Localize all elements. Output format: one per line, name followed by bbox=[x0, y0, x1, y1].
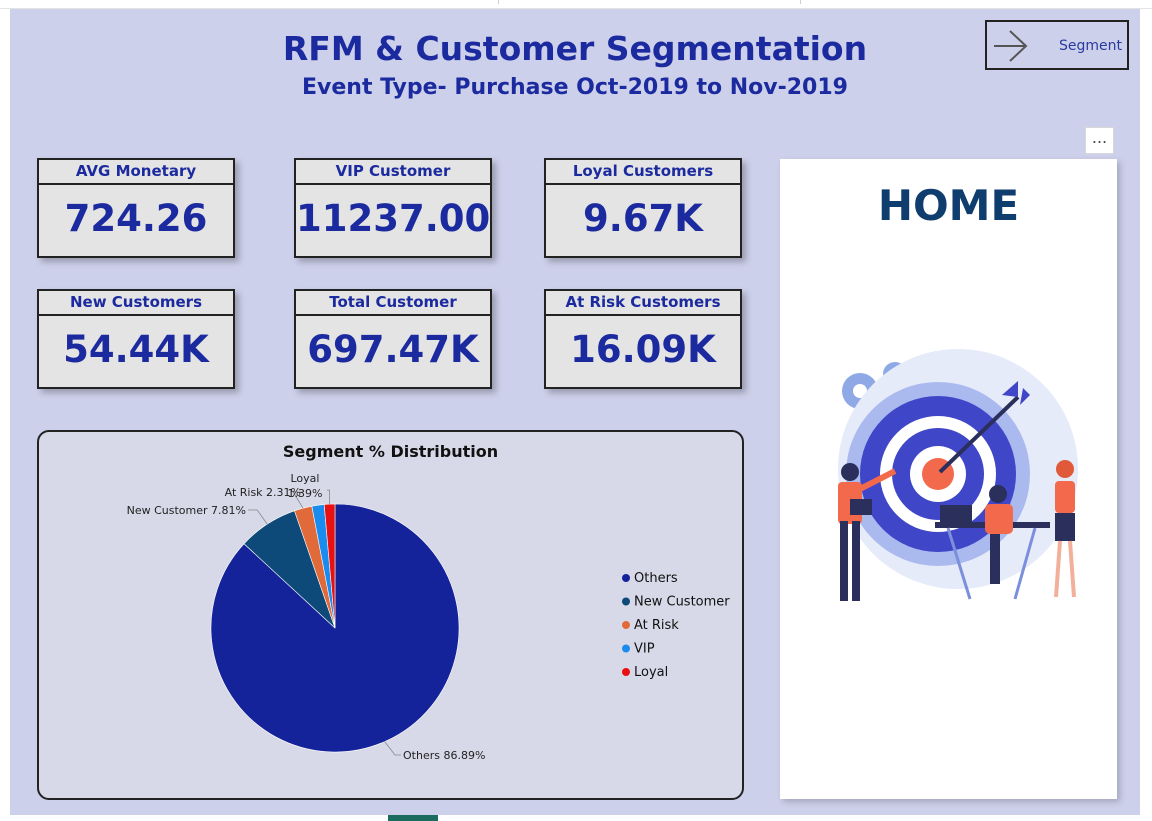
more-options-button[interactable]: ... bbox=[1085, 127, 1114, 154]
arrow-icon bbox=[938, 381, 1030, 474]
segment-nav-button[interactable]: Segment bbox=[985, 20, 1129, 70]
data-label: Loyal bbox=[291, 472, 320, 485]
page-title: RFM & Customer Segmentation bbox=[282, 29, 868, 68]
chart-title: Segment % Distribution bbox=[282, 442, 499, 461]
segment-pie-chart: Segment % Distribution Others 86.89% New … bbox=[37, 430, 744, 800]
legend-item[interactable]: At Risk bbox=[634, 618, 679, 633]
legend-marker bbox=[622, 597, 630, 606]
legend-marker bbox=[622, 621, 630, 629]
kpi-card-at-risk-customers: At Risk Customers 16.09K bbox=[544, 289, 742, 389]
bottom-tab-indicator bbox=[388, 815, 438, 821]
data-label: At Risk 2.31% bbox=[225, 486, 301, 499]
kpi-label: Loyal Customers bbox=[546, 160, 740, 185]
leader-line bbox=[384, 741, 401, 756]
leader-line bbox=[292, 491, 304, 509]
kpi-label: At Risk Customers bbox=[546, 291, 740, 316]
legend-item[interactable]: Others bbox=[634, 571, 678, 586]
kpi-value: 697.47K bbox=[307, 328, 479, 371]
kpi-label: VIP Customer bbox=[296, 160, 490, 185]
kpi-value: 16.09K bbox=[570, 328, 716, 371]
home-panel: HOME bbox=[780, 159, 1117, 799]
data-label: New Customer 7.81% bbox=[127, 504, 246, 517]
kpi-value: 54.44K bbox=[63, 328, 209, 371]
leader-line bbox=[327, 489, 330, 505]
kpi-card-avg-monetary: AVG Monetary 724.26 bbox=[37, 158, 235, 258]
kpi-label: Total Customer bbox=[296, 291, 490, 316]
person-left-icon bbox=[838, 463, 897, 601]
legend-item[interactable]: New Customer bbox=[634, 595, 730, 610]
top-bar bbox=[0, 0, 1152, 9]
top-bar-tick bbox=[800, 0, 801, 4]
kpi-card-total-customer: Total Customer 697.47K bbox=[294, 289, 492, 389]
kpi-value: 724.26 bbox=[64, 197, 208, 240]
kpi-label: New Customers bbox=[39, 291, 233, 316]
page-subtitle: Event Type- Purchase Oct-2019 to Nov-201… bbox=[302, 75, 848, 100]
top-bar-tick bbox=[498, 0, 499, 4]
data-label: 1.39% bbox=[288, 487, 323, 500]
arrow-right-icon bbox=[994, 30, 1028, 62]
pie-chart-svg: Others 86.89% New Customer 7.81% At Risk 2… bbox=[127, 472, 731, 762]
leader-line bbox=[248, 509, 268, 525]
legend-marker bbox=[622, 574, 630, 582]
legend-item[interactable]: Loyal bbox=[634, 665, 668, 680]
kpi-card-loyal-customers: Loyal Customers 9.67K bbox=[544, 158, 742, 258]
data-label: Others 86.89% bbox=[403, 749, 485, 762]
legend-marker bbox=[622, 668, 630, 676]
legend-item[interactable]: VIP bbox=[634, 642, 655, 657]
legend-marker bbox=[622, 644, 630, 653]
kpi-card-new-customers: New Customers 54.44K bbox=[37, 289, 235, 389]
kpi-card-vip-customer: VIP Customer 11237.00 bbox=[294, 158, 492, 258]
kpi-label: AVG Monetary bbox=[39, 160, 233, 185]
person-right-icon bbox=[1054, 460, 1076, 598]
kpi-value: 11237.00 bbox=[296, 197, 491, 240]
report-canvas: RFM & Customer Segmentation Event Type- … bbox=[10, 9, 1140, 815]
segment-nav-label: Segment bbox=[1059, 38, 1122, 54]
home-title: HOME bbox=[877, 181, 1020, 230]
target-arrow-team-illustration bbox=[838, 349, 1078, 601]
kpi-value: 9.67K bbox=[583, 197, 703, 240]
person-seated-icon bbox=[935, 485, 1050, 600]
